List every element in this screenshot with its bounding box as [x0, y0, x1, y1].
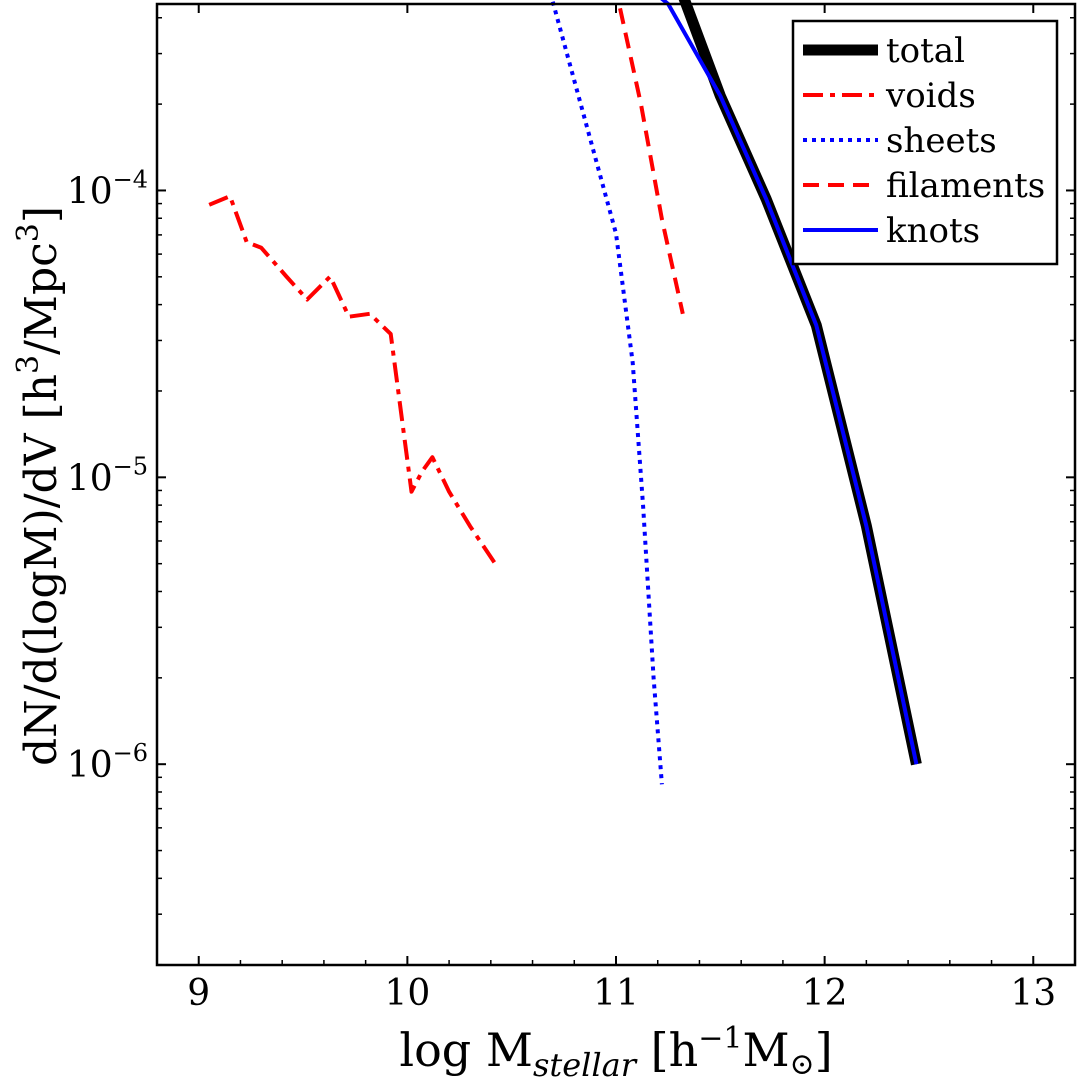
y-tick-label: 10−4 [67, 165, 148, 212]
legend-label-sheets: sheets [886, 121, 997, 161]
series-layer [208, 0, 922, 785]
x-tick-label: 11 [593, 973, 639, 1014]
x-label-sub: stellar [533, 1046, 638, 1080]
x-tick-label: 10 [384, 973, 430, 1014]
x-tick-label: 9 [187, 973, 210, 1014]
y-label-end: ] [16, 206, 67, 223]
legend: total voids sheets filaments knots [791, 19, 1059, 266]
x-label-close: ] [815, 1023, 833, 1077]
x-label-main: log M [399, 1023, 533, 1077]
x-axis-label: log Mstellar [h−1M⊙] [399, 1021, 832, 1080]
series-line-sheets [550, 0, 664, 785]
x-label-mid: [h [636, 1023, 698, 1077]
x-label-sub2: ⊙ [790, 1047, 815, 1080]
legend-label-knots: knots [886, 211, 980, 251]
x-label-end: M [742, 1023, 789, 1077]
series-line-filaments [616, 0, 685, 315]
y-label-sup2: 3 [11, 223, 46, 242]
series-line-voids [208, 194, 497, 565]
y-tick-label: 10−5 [67, 452, 148, 499]
x-label-sup: −1 [698, 1021, 742, 1056]
y-axis-label: dN/d(logM)/dV [h3/Mpc3] [11, 206, 67, 766]
y-label-sup1: 3 [11, 355, 46, 374]
y-ticks: 10−610−510−410−310−2 [67, 17, 1075, 966]
legend-box [791, 19, 1059, 266]
x-ticks: 9 10 11 12 13 [187, 4, 1076, 1014]
legend-label-voids: voids [885, 76, 976, 116]
legend-label-filaments: filaments [886, 166, 1045, 206]
x-tick-label: 13 [1010, 973, 1056, 1014]
legend-label-total: total [886, 31, 965, 71]
x-tick-label: 12 [802, 973, 848, 1014]
series-line-knots [660, 0, 919, 765]
y-tick-label: 10−6 [67, 739, 148, 786]
legend-items: total voids sheets filaments knots [803, 31, 1045, 251]
y-label-main: dN/d(logM)/dV [h [16, 374, 67, 766]
y-label-mid: /Mpc [16, 242, 67, 355]
